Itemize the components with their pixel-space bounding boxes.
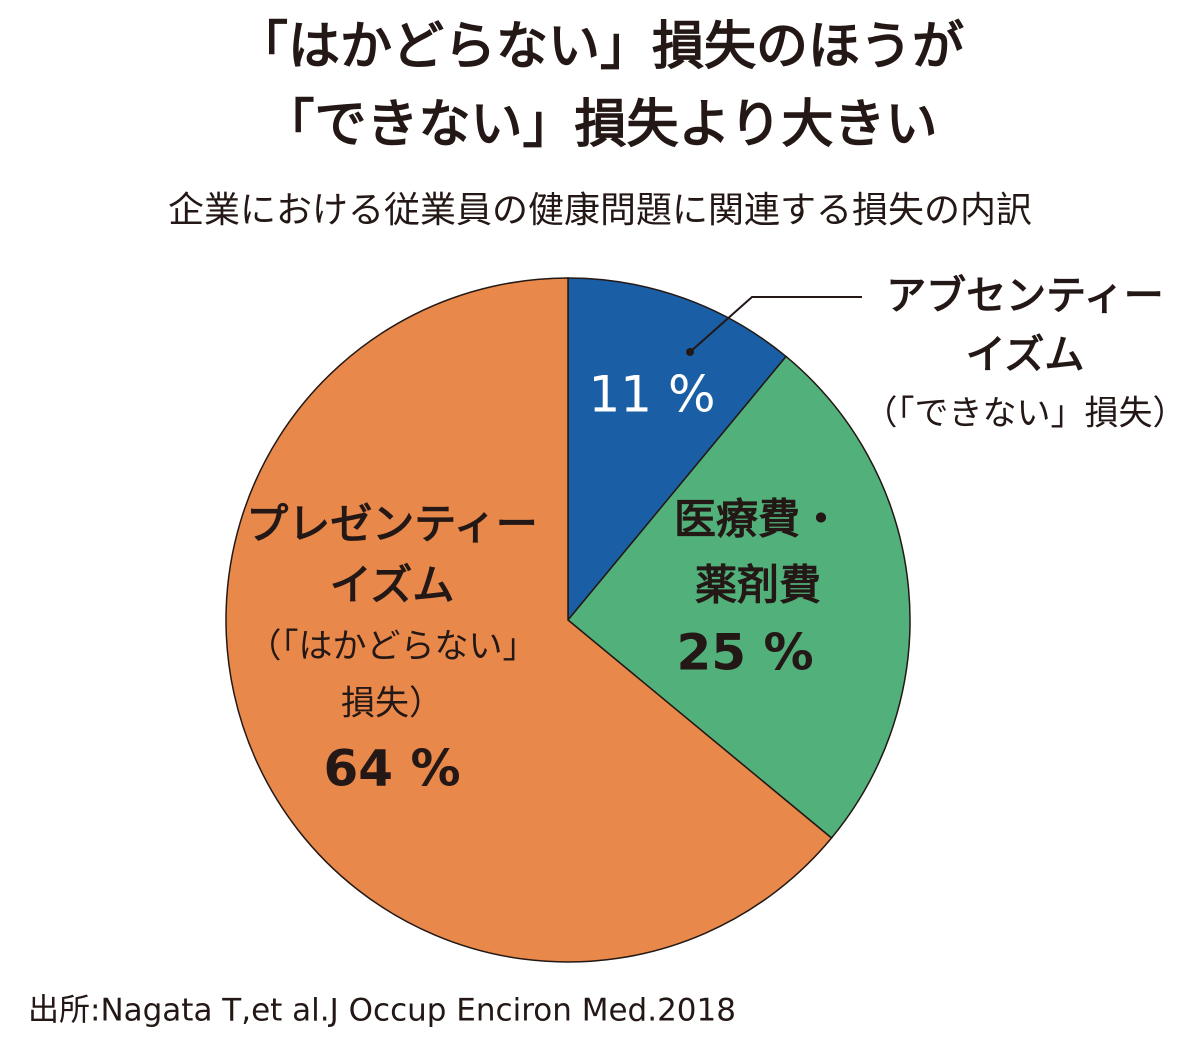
slice-label: 損失） <box>341 684 443 724</box>
pie-slice <box>567 277 788 623</box>
pie-slice <box>566 355 911 840</box>
chart-subtitle: 企業における従業員の健康問題に関連する損失の内訳 <box>168 190 1032 231</box>
source-note: 出所:Nagata T,et al.J Occup Enciron Med.20… <box>28 993 736 1029</box>
chart-title: 「できない」損失より大きい <box>263 95 938 155</box>
leader-dot <box>686 348 694 356</box>
slice-label: （「できない」損失） <box>864 394 1187 434</box>
chart-title: 「はかどらない」損失のほうが <box>236 17 964 77</box>
slice-label: プレゼンティー <box>246 500 537 549</box>
slice-label: アブセンティー <box>886 273 1164 319</box>
value-label: 25 % <box>676 624 813 682</box>
slice-label: イズム <box>966 332 1085 378</box>
slice-label: （「はかどらない」 <box>248 627 537 667</box>
leader-line <box>689 296 862 353</box>
value-label: 64 % <box>323 740 460 798</box>
slice-label: 医療費・ <box>674 495 842 544</box>
value-label: 11 % <box>588 366 715 424</box>
slice-label: イズム <box>330 561 455 610</box>
pie-slice <box>225 277 833 963</box>
slice-label: 薬剤費 <box>695 561 821 610</box>
